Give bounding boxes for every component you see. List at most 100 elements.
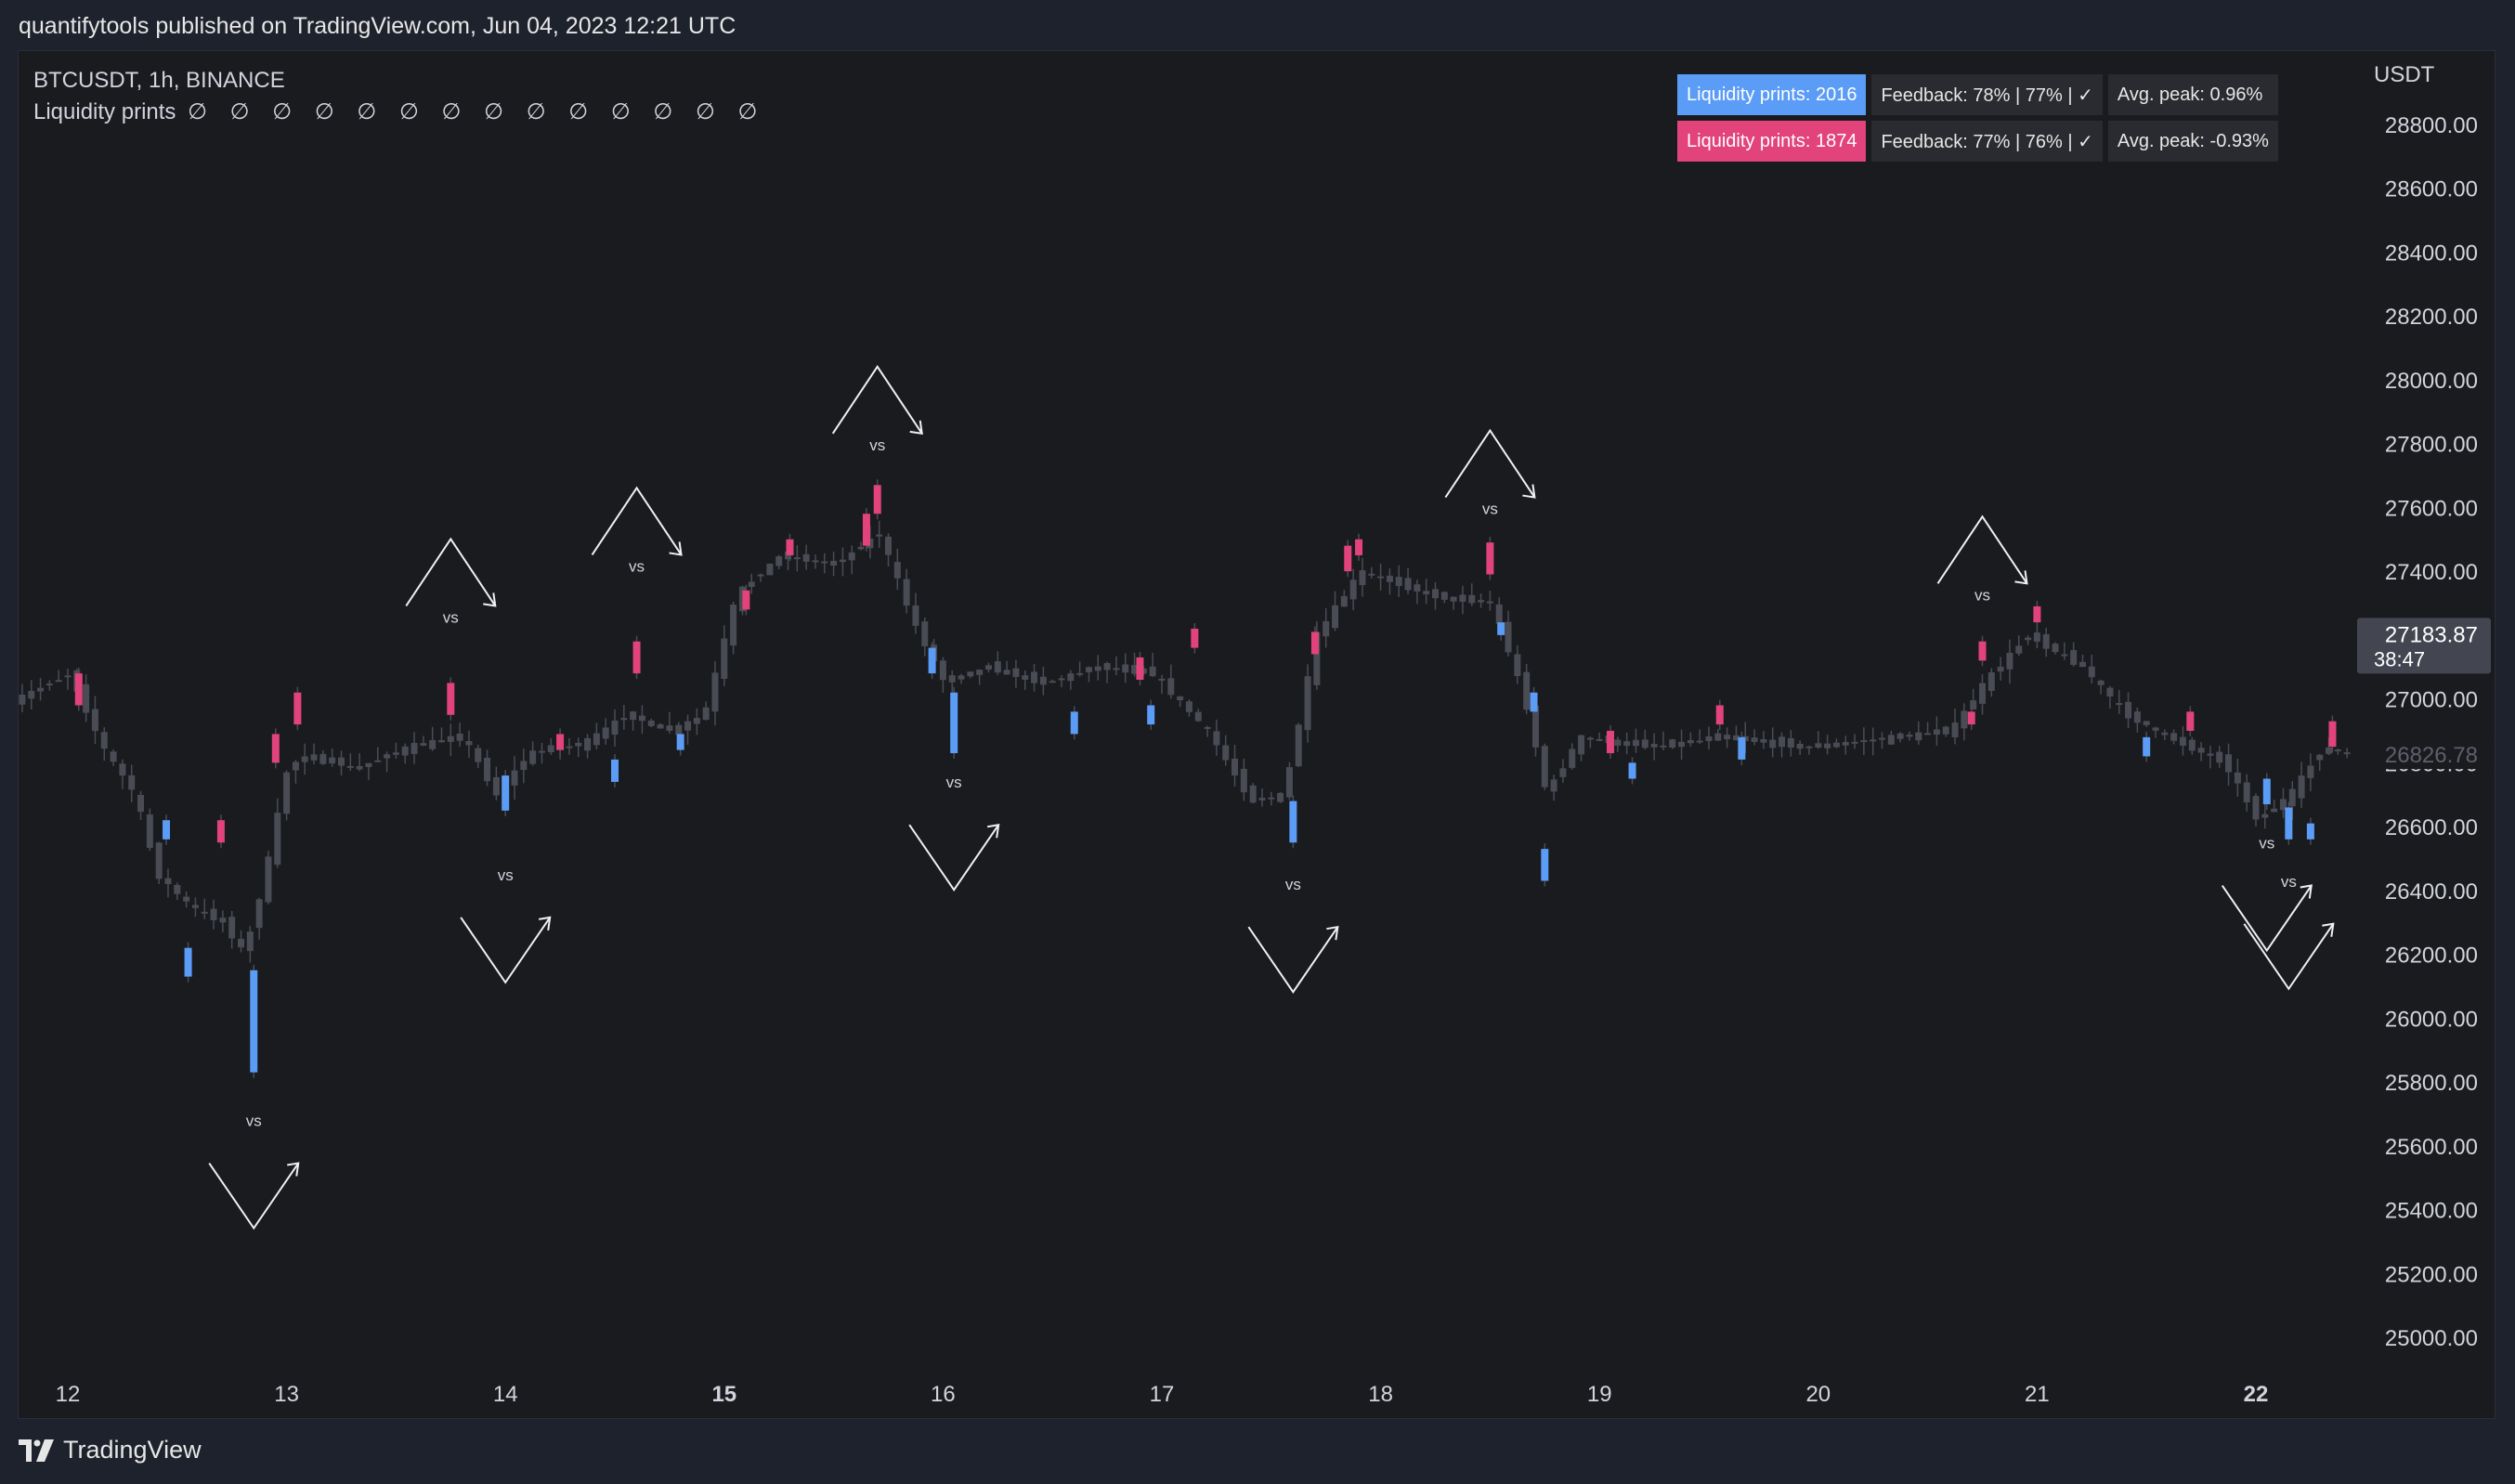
- liquidity-print-down[interactable]: [1136, 657, 1144, 680]
- liquidity-print-up[interactable]: [2262, 778, 2271, 805]
- candle-body: [401, 746, 409, 756]
- liquidity-print-up[interactable]: [2143, 736, 2151, 757]
- liquidity-print-up[interactable]: [1738, 736, 1746, 760]
- vs-marker-down[interactable]: vs: [908, 774, 1000, 892]
- liquidity-print-down[interactable]: [1191, 628, 1199, 648]
- liquidity-print-down[interactable]: [1355, 539, 1363, 555]
- x-tick-label: 16: [931, 1382, 956, 1407]
- chart-frame[interactable]: [18, 50, 2495, 1419]
- candle-body: [2271, 808, 2278, 813]
- candle-body: [191, 905, 199, 908]
- liquidity-print-up[interactable]: [250, 970, 258, 1073]
- liquidity-print-down[interactable]: [2186, 711, 2195, 731]
- liquidity-print-up[interactable]: [950, 692, 958, 754]
- candle-body: [584, 737, 592, 751]
- liquidity-print-up[interactable]: [184, 947, 192, 977]
- y-tick-label: 25800.00: [2385, 1071, 2478, 1096]
- liquidity-print-up[interactable]: [928, 647, 936, 674]
- x-tick-label: 20: [1805, 1382, 1831, 1407]
- liquidity-print-down[interactable]: [271, 734, 280, 763]
- y-tick-label: 25600.00: [2385, 1135, 2478, 1160]
- liquidity-print-up[interactable]: [676, 734, 684, 750]
- vs-label: vs: [946, 774, 962, 791]
- liquidity-print-down[interactable]: [74, 673, 83, 706]
- liquidity-print-up[interactable]: [163, 820, 171, 840]
- liquidity-print-up[interactable]: [502, 775, 510, 811]
- liquidity-print-down[interactable]: [786, 539, 794, 555]
- liquidity-print-down[interactable]: [1606, 730, 1614, 754]
- candle-body: [730, 605, 737, 646]
- candle-body: [1323, 620, 1330, 637]
- candle-body: [1459, 594, 1466, 602]
- vs-marker-down[interactable]: vs: [1247, 876, 1339, 994]
- candle: [1514, 644, 1521, 684]
- vs-marker-up[interactable]: vs: [405, 537, 497, 626]
- candle: [2125, 692, 2132, 729]
- candle-body: [492, 776, 500, 796]
- vs-marker-up[interactable]: vs: [831, 365, 923, 454]
- liquidity-print-up[interactable]: [1147, 705, 1155, 725]
- liquidity-print-down[interactable]: [1978, 641, 1987, 661]
- liquidity-print-down[interactable]: [293, 692, 302, 725]
- price-axis[interactable]: USDT 28800.00 28600.00 28400.00 28200.00 2800…: [2357, 62, 2491, 1351]
- liquidity-print-up[interactable]: [1070, 711, 1078, 735]
- candle-body: [37, 687, 45, 692]
- liquidity-print-down[interactable]: [632, 641, 641, 674]
- liquidity-print-down[interactable]: [556, 734, 565, 750]
- candle: [520, 748, 528, 784]
- plot-area[interactable]: vs vs vs vs vs vs vs vs vs vs vs: [10, 365, 2351, 1230]
- liquidity-print-up[interactable]: [2306, 823, 2314, 840]
- vs-marker-down[interactable]: vs: [2243, 873, 2335, 991]
- down-feedback-cell: Feedback: 77% | 76% | ✓: [1871, 121, 2103, 162]
- liquidity-print-down[interactable]: [1344, 545, 1352, 572]
- liquidity-print-down[interactable]: [2328, 721, 2337, 748]
- liquidity-print-down[interactable]: [1967, 711, 1975, 725]
- vs-marker-down[interactable]: vs: [2221, 835, 2313, 953]
- liquidity-print-down[interactable]: [742, 590, 750, 610]
- candle-body: [575, 742, 582, 747]
- candle: [2088, 654, 2095, 683]
- candle: [64, 669, 72, 690]
- vs-marker-up[interactable]: vs: [1936, 514, 2028, 604]
- vs-marker-up[interactable]: vs: [1444, 428, 1536, 518]
- candle-body: [2252, 796, 2260, 820]
- symbol-line[interactable]: BTCUSDT, 1h, BINANCE: [33, 68, 285, 93]
- liquidity-print-down[interactable]: [1486, 542, 1494, 575]
- candle-body: [2143, 721, 2150, 725]
- candle-body: [1824, 743, 1831, 749]
- liquidity-print-up[interactable]: [1530, 692, 1538, 712]
- liquidity-print-down[interactable]: [862, 514, 870, 546]
- liquidity-print-down[interactable]: [2033, 605, 2041, 623]
- liquidity-print-down[interactable]: [216, 820, 225, 843]
- liquidity-print-up[interactable]: [1541, 849, 1549, 881]
- candle-body: [1131, 665, 1139, 674]
- liquidity-print-up[interactable]: [1289, 801, 1297, 843]
- liquidity-print-up[interactable]: [611, 759, 619, 782]
- y-tick-label: 25400.00: [2385, 1199, 2478, 1224]
- vs-marker-up[interactable]: vs: [591, 486, 683, 575]
- candle: [37, 678, 45, 701]
- liquidity-print-down[interactable]: [447, 683, 455, 715]
- y-tick-label: 26200.00: [2385, 944, 2478, 969]
- vs-marker-down[interactable]: vs: [460, 866, 552, 984]
- liquidity-print-down[interactable]: [1715, 705, 1724, 725]
- liquidity-print-up[interactable]: [2285, 807, 2293, 840]
- candle-body: [2326, 747, 2333, 754]
- indicator-legend[interactable]: Liquidity prints ∅ ∅ ∅ ∅ ∅ ∅ ∅ ∅ ∅ ∅ ∅ ∅…: [33, 97, 765, 128]
- candle: [1979, 674, 1986, 715]
- candle-body: [1586, 737, 1594, 740]
- liquidity-print-down[interactable]: [1310, 631, 1319, 655]
- candle-body: [1915, 732, 1922, 741]
- candle-body: [1304, 676, 1311, 731]
- candle-body: [1440, 592, 1448, 600]
- vs-marker-down[interactable]: vs: [208, 1113, 300, 1230]
- liquidity-print-up[interactable]: [1628, 762, 1636, 779]
- liquidity-print-down[interactable]: [873, 485, 881, 514]
- time-axis[interactable]: 12 13 14 15 16 17 18 19 20 21 22: [56, 1382, 2269, 1407]
- liquidity-print-up[interactable]: [1497, 622, 1505, 635]
- candle: [1860, 727, 1868, 756]
- y-tick-label: 26400.00: [2385, 879, 2478, 905]
- tradingview-brand[interactable]: TradingView: [19, 1436, 202, 1464]
- candle-body: [566, 746, 573, 749]
